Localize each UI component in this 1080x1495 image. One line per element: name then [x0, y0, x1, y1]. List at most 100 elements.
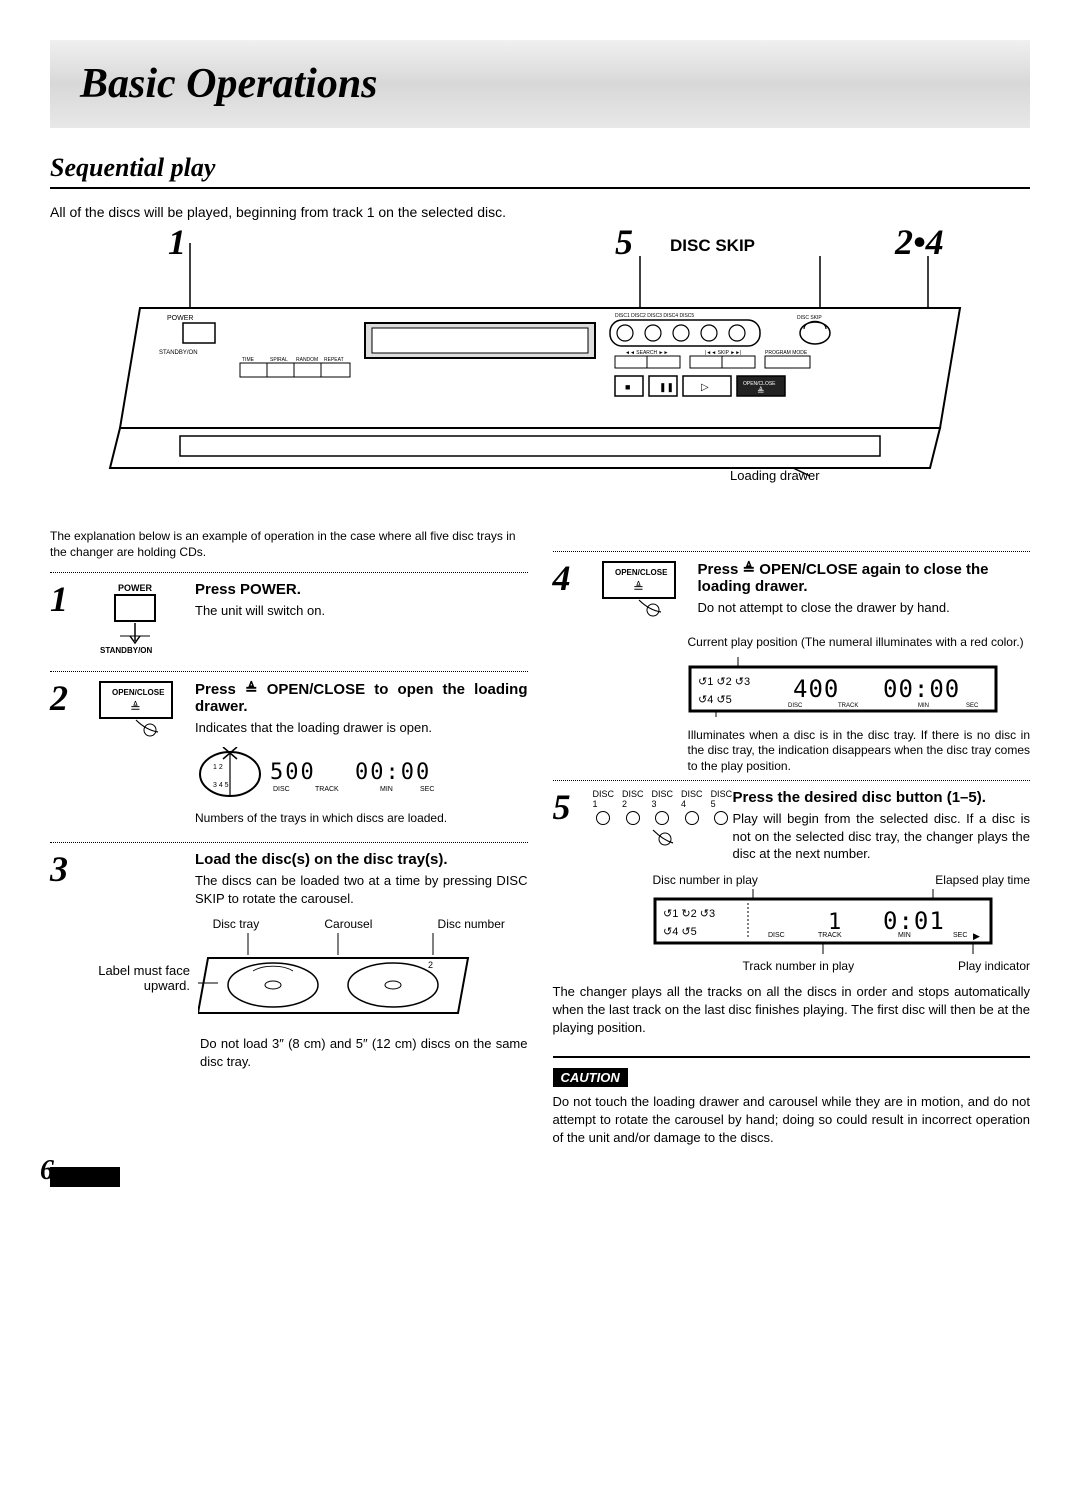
svg-text:DISC1 DISC2 DISC3 DISC4 DI: DISC1 DISC2 DISC3 DISC4 DISC5 — [615, 313, 694, 319]
disc-4-label: DISC 4 — [681, 789, 703, 809]
title-banner: Basic Operations — [50, 40, 1030, 128]
svg-text:|◄◄ SKIP ►►|: |◄◄ SKIP ►►| — [705, 350, 741, 356]
svg-text:MIN: MIN — [918, 703, 929, 709]
svg-text:DISC: DISC — [788, 703, 803, 709]
svg-text:POWER: POWER — [167, 315, 193, 322]
section-subtitle: Sequential play — [50, 153, 1030, 189]
label-track-in-play: Track number in play — [743, 959, 855, 973]
svg-text:≜: ≜ — [757, 386, 765, 396]
caution-label: CAUTION — [553, 1068, 628, 1087]
disc-2-label: DISC 2 — [622, 789, 644, 809]
svg-text:▷: ▷ — [701, 382, 709, 393]
svg-text:SPIRAL: SPIRAL — [270, 357, 288, 363]
disc-2-button[interactable] — [626, 811, 640, 825]
step-2-body: Indicates that the loading drawer is ope… — [195, 719, 528, 737]
svg-text:400: 400 — [793, 675, 839, 703]
step-4-display: ↺1 ↺2 ↺3 ↺4 ↺5 400 00:00 DISC TRACK MIN … — [688, 657, 998, 717]
step-4-caption-bottom: Illuminates when a disc is in the disc t… — [688, 728, 1031, 775]
svg-text:REPEAT: REPEAT — [324, 357, 344, 363]
svg-text:DISC: DISC — [273, 786, 290, 793]
step-3-number: 3 — [50, 851, 80, 907]
left-column: The explanation below is an example of o… — [50, 523, 528, 1147]
step-2-number: 2 — [50, 680, 80, 832]
svg-text:TIME: TIME — [242, 357, 255, 363]
disc-3-label: DISC 3 — [652, 789, 674, 809]
summary-text: The changer plays all the tracks on all … — [553, 983, 1031, 1038]
label-disc-tray: Disc tray — [213, 917, 260, 931]
step-5: 5 DISC 1 DISC 2 DISC 3 DISC 4 DISC 5 — [553, 780, 1031, 863]
label-play-indicator: Play indicator — [958, 959, 1030, 973]
cd-changer-illustration: POWER STANDBY/ON TIME SPIRAL RANDOM REPE… — [50, 228, 1030, 508]
svg-text:TRACK: TRACK — [315, 786, 339, 793]
step-4-heading: Press ≜ OPEN/CLOSE again to close the lo… — [698, 560, 1031, 595]
label-carousel: Carousel — [324, 917, 372, 931]
disc-1-button[interactable] — [596, 811, 610, 825]
svg-text:≜: ≜ — [130, 700, 141, 715]
disc-4-button[interactable] — [685, 811, 699, 825]
svg-text:STANDBY/ON: STANDBY/ON — [100, 646, 153, 655]
step-5-number: 5 — [553, 789, 583, 863]
svg-text:3 4 5: 3 4 5 — [213, 782, 229, 789]
device-caption: The explanation below is an example of o… — [50, 529, 528, 560]
step-1-heading: Press POWER. — [195, 581, 528, 598]
step-2-caption: Numbers of the trays in which discs are … — [195, 811, 528, 827]
svg-text:❚❚: ❚❚ — [659, 382, 674, 393]
disc-5-button[interactable] — [714, 811, 728, 825]
svg-text:■: ■ — [625, 382, 630, 392]
step-3: 3 Load the disc(s) on the disc tray(s). … — [50, 842, 528, 907]
step-5-heading: Press the desired disc button (1–5). — [733, 789, 1031, 806]
svg-text:TRACK: TRACK — [838, 703, 858, 709]
step-3-heading: Load the disc(s) on the disc tray(s). — [195, 851, 528, 868]
label-disc-in-play: Disc number in play — [653, 873, 758, 887]
right-column: 4 OPEN/CLOSE ≜ Press ≜ OPEN/CLOSE again … — [553, 523, 1031, 1147]
svg-text:00:00: 00:00 — [883, 675, 960, 703]
svg-text:OPEN/CLOSE: OPEN/CLOSE — [112, 688, 165, 697]
disc-3-button[interactable] — [655, 811, 669, 825]
svg-text:↺1 ↺2 ↺3: ↺1 ↺2 ↺3 — [698, 676, 750, 688]
svg-text:SEC: SEC — [953, 932, 967, 939]
callout-five: 5 — [615, 222, 633, 262]
caution-box: CAUTION Do not touch the loading drawer … — [553, 1056, 1031, 1148]
svg-text:TRACK: TRACK — [818, 932, 842, 939]
step-4-caption-top: Current play position (The numeral illum… — [688, 635, 1031, 651]
step-5-body: Play will begin from the selected disc. … — [733, 810, 1031, 863]
svg-text:MIN: MIN — [380, 786, 393, 793]
intro-text: All of the discs will be played, beginni… — [50, 204, 1030, 220]
svg-text:0:01: 0:01 — [883, 907, 945, 935]
svg-text:MIN: MIN — [898, 932, 911, 939]
svg-text:OPEN/CLOSE: OPEN/CLOSE — [615, 568, 668, 577]
carousel-illustration: 2 — [198, 933, 478, 1023]
svg-text:PROGRAM MODE: PROGRAM MODE — [765, 350, 808, 356]
svg-text:↺4 ↺5: ↺4 ↺5 — [698, 694, 732, 706]
svg-text:POWER: POWER — [118, 583, 153, 593]
disc-buttons-icon: DISC 1 DISC 2 DISC 3 DISC 4 DISC 5 — [593, 789, 723, 863]
step-2-display: 1 2 3 4 5 500 00:00 DISC TRACK MIN SEC — [195, 747, 455, 802]
carousel-illustration-wrap: Disc tray Carousel Disc number Label mus… — [80, 917, 528, 1070]
callout-loading-drawer: Loading drawer — [730, 468, 820, 483]
svg-text:2: 2 — [428, 960, 433, 970]
svg-text:DISC SKIP: DISC SKIP — [797, 315, 822, 321]
callout-one: 1 — [168, 222, 186, 262]
svg-text:1 2: 1 2 — [213, 764, 223, 771]
device-illustration-wrap: POWER STANDBY/ON TIME SPIRAL RANDOM REPE… — [50, 228, 1030, 523]
step-4-number: 4 — [553, 560, 583, 625]
label-elapsed: Elapsed play time — [935, 873, 1030, 887]
open-close-button-icon-2: OPEN/CLOSE ≜ — [593, 560, 688, 625]
step-4-body: Do not attempt to close the drawer by ha… — [698, 599, 1031, 617]
open-close-button-icon: OPEN/CLOSE ≜ — [90, 680, 185, 832]
step-2-heading: Press ≜ OPEN/CLOSE to open the loading d… — [195, 680, 528, 715]
step-1-number: 1 — [50, 581, 80, 661]
svg-text:STANDBY/ON: STANDBY/ON — [159, 350, 198, 356]
svg-text:SEC: SEC — [966, 703, 979, 709]
svg-text:DISC: DISC — [768, 932, 785, 939]
page-title: Basic Operations — [80, 61, 378, 107]
label-disc-number: Disc number — [438, 917, 505, 931]
disc-1-label: DISC 1 — [593, 789, 615, 809]
callout-disc-skip: DISC SKIP — [670, 236, 755, 256]
svg-text:≜: ≜ — [633, 580, 644, 595]
callout-two-four: 2•4 — [895, 222, 944, 262]
step-5-display: ↺1 ↻2 ↺3 ↺4 ↺5 DISC 1 TRACK 0:01 MIN SEC… — [653, 889, 993, 954]
svg-text:00:00: 00:00 — [355, 760, 431, 785]
svg-text:RANDOM: RANDOM — [296, 357, 318, 363]
power-button-icon: POWER STANDBY/ON — [90, 581, 185, 661]
